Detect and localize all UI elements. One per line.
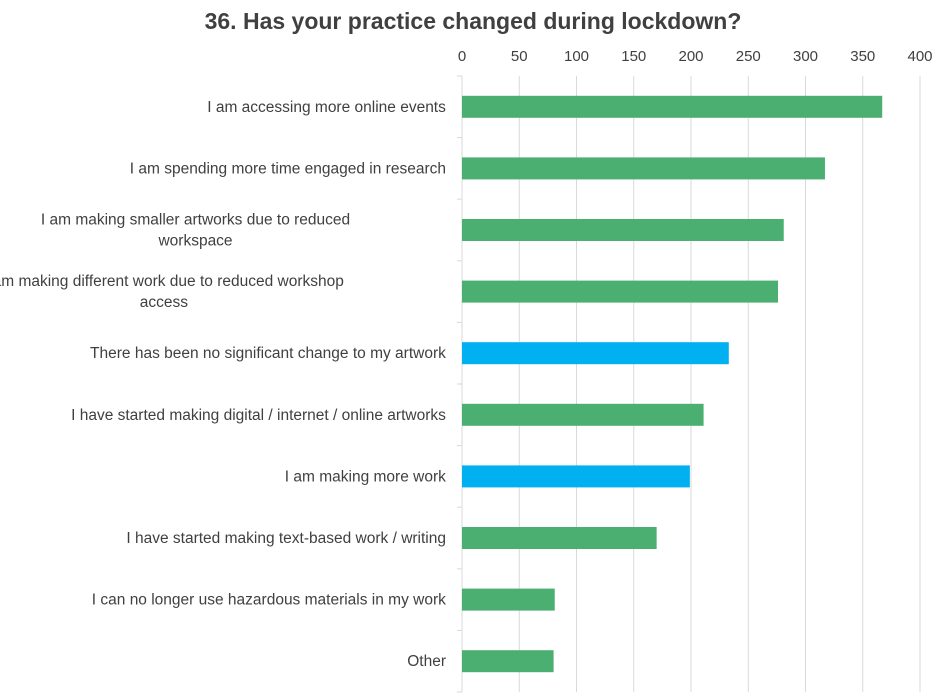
category-label: There has been no significant change to …	[90, 345, 446, 362]
x-tick-label: 100	[564, 48, 589, 65]
category-label: I am making different work due to reduce…	[0, 273, 344, 311]
category-label-line: There has been no significant change to …	[90, 345, 446, 362]
x-tick-label: 150	[621, 48, 646, 65]
bar	[462, 588, 555, 611]
bar	[462, 219, 784, 241]
category-label-line: I am making smaller artworks due to redu…	[41, 212, 350, 229]
category-label-line: I can no longer use hazardous materials …	[92, 592, 446, 609]
category-label-line: I am spending more time engaged in resea…	[130, 160, 446, 177]
y-axis	[457, 75, 463, 693]
category-label-line: workspace	[157, 233, 232, 250]
bar	[462, 403, 704, 426]
x-axis-tick-labels: 0 50 100 150 200 250 300 350 400	[458, 48, 933, 65]
category-label-line: I am making different work due to reduce…	[0, 273, 344, 290]
bars	[462, 95, 883, 673]
category-label: I am accessing more online events	[207, 99, 446, 116]
category-labels: I am accessing more online events I am sp…	[0, 99, 446, 670]
chart-title: 36. Has your practice changed during loc…	[204, 8, 742, 34]
x-tick-label: 50	[511, 48, 528, 65]
category-label-line: I am making more work	[285, 468, 446, 485]
category-label: I am making more work	[285, 468, 446, 485]
category-label: I am making smaller artworks due to redu…	[41, 212, 350, 250]
category-label-line: access	[140, 294, 188, 311]
category-label: Other	[407, 653, 446, 670]
bar	[462, 527, 657, 549]
x-tick-label: 200	[678, 48, 703, 65]
bar	[462, 157, 825, 180]
category-label-line: I have started making digital / internet…	[71, 407, 446, 424]
category-label-line: Other	[407, 653, 446, 670]
category-label: I have started making digital / internet…	[71, 407, 446, 424]
bar	[462, 465, 690, 488]
bar	[462, 650, 554, 673]
category-label-line: I am accessing more online events	[207, 99, 446, 116]
category-label: I have started making text-based work / …	[126, 530, 446, 547]
x-tick-label: 0	[458, 48, 466, 65]
bar	[462, 342, 729, 365]
category-label: I am spending more time engaged in resea…	[130, 160, 446, 177]
x-tick-label: 400	[907, 48, 932, 65]
bar	[462, 95, 883, 118]
x-tick-label: 250	[736, 48, 761, 65]
x-tick-label: 300	[793, 48, 818, 65]
bar	[462, 280, 779, 303]
category-label: I can no longer use hazardous materials …	[92, 592, 446, 609]
x-tick-label: 350	[850, 48, 875, 65]
category-label-line: I have started making text-based work / …	[126, 530, 446, 547]
